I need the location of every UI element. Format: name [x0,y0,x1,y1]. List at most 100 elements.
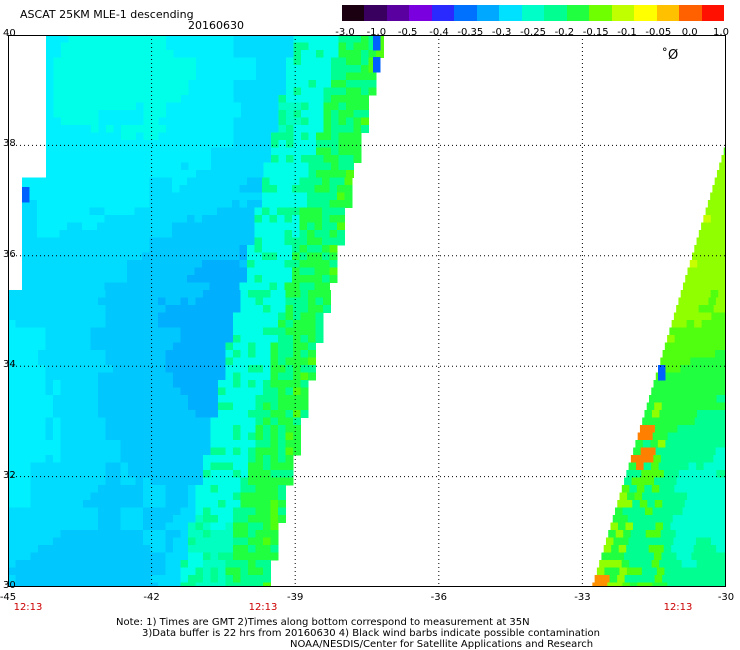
swath-cell [224,185,233,193]
swath-cell [680,440,689,448]
swath-cell [104,200,113,208]
swath-cell [224,267,233,276]
swath-cell [233,410,241,418]
swath-cell [173,530,181,538]
swath-cell [278,410,286,418]
swath-cell [98,387,106,396]
swath-cell [690,455,699,463]
swath-cell [254,275,263,283]
swath-cell [278,470,286,478]
swath-cell [134,275,143,283]
swath-cell [105,530,114,538]
swath-cell [128,470,136,478]
swath-cell [271,65,279,73]
swath-cell [166,57,174,66]
swath-cell [143,447,151,456]
swath-cell [105,440,114,448]
swath-cell [112,230,120,238]
swath-cell [113,485,121,493]
swath-cell [83,350,91,358]
swath-cell [45,485,54,493]
swath-cell [68,327,76,336]
swath-cell [89,185,98,193]
swath-cell [195,395,204,403]
swath-cell [316,125,324,133]
swath-cell [704,485,713,493]
swath-cell [15,485,24,493]
swath-cell [165,537,174,546]
swath-cell [143,365,151,373]
swath-cell [158,65,167,73]
swath-cell [329,215,338,223]
swath-cell [128,320,136,328]
swath-cell [361,57,369,66]
swath-cell [74,282,83,291]
swath-cell [38,365,46,373]
swath-cell [248,102,257,111]
swath-cell [299,275,308,283]
swath-cell [75,312,84,321]
swath-cell [716,245,725,253]
swath-cell [301,87,309,96]
swath-cell [666,462,675,471]
swath-cell [90,575,99,583]
swath-cell [67,185,75,193]
swath-cell [672,417,681,426]
swath-cell [29,252,38,261]
swath-cell [44,200,53,208]
swath-cell [218,545,226,553]
swath-cell [128,560,136,568]
swath-cell [323,87,332,96]
swath-cell [120,365,129,373]
swath-cell [203,545,211,553]
swath-cell [188,470,196,478]
swath-cell [239,237,248,246]
swath-cell [149,207,158,216]
swath-cell [59,192,68,201]
swath-cell [719,162,726,171]
swath-cell [165,365,174,373]
swath-cell [195,357,204,366]
swath-cell [128,305,136,313]
swath-cell [709,320,718,328]
swath-cell [705,530,714,538]
swath-cell [293,327,301,336]
swath-cell [233,560,241,568]
swath-cell [218,305,226,313]
swath-cell [23,477,31,486]
swath-cell [97,222,105,231]
swath-cell [120,335,129,343]
swath-cell [83,410,91,418]
swath-cell [98,95,107,103]
swath-cell [218,395,226,403]
swath-cell [263,522,271,531]
swath-cell [143,335,151,343]
swath-cell [113,80,122,88]
swath-cell [650,537,659,546]
swath-cell [38,350,46,358]
swath-cell [233,80,242,88]
swath-cell [255,342,264,351]
swath-cell [638,552,647,561]
colorbar-tick-label: -0.25 [520,27,546,38]
swath-cell [113,380,121,388]
swath-cell [134,215,143,223]
swath-cell [203,35,212,43]
swath-cell [662,350,671,358]
swath-cell [150,447,159,456]
swath-cell [262,192,270,201]
swath-cell [53,477,61,486]
swath-cell [233,522,241,531]
swath-cell [655,447,664,456]
swath-cell [82,267,90,276]
swath-cell [233,110,242,118]
swath-cell [224,207,233,216]
swath-cell [113,162,122,171]
swath-cell [113,560,121,568]
swath-cell [203,440,211,448]
swath-cell [599,560,608,568]
swath-cell [716,320,725,328]
swath-cell [23,305,31,313]
swath-cell [23,485,31,493]
swath-cell [285,402,294,411]
